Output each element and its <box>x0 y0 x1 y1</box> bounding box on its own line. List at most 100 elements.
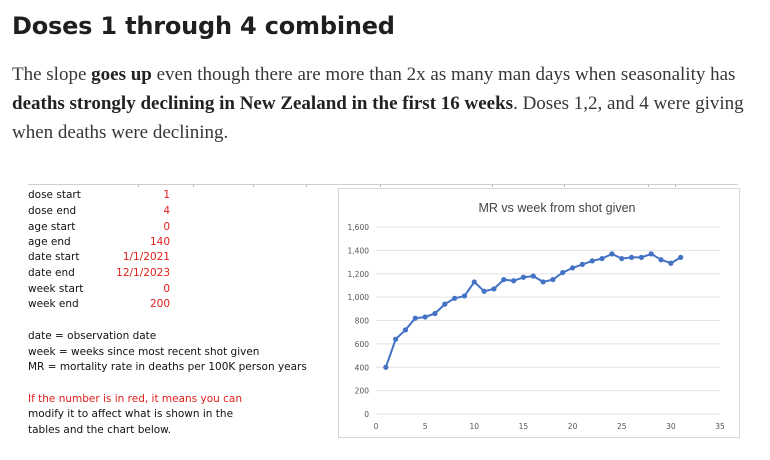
data-point <box>628 254 635 260</box>
y-tick-label: 800 <box>355 317 370 326</box>
param-value[interactable]: 0 <box>163 283 170 295</box>
data-point <box>609 251 615 257</box>
data-point <box>393 336 399 342</box>
data-point <box>658 257 664 263</box>
data-point <box>678 254 684 260</box>
data-point <box>648 251 654 257</box>
data-point <box>412 315 418 321</box>
x-tick-label: 25 <box>617 422 627 431</box>
y-tick-label: 400 <box>355 363 370 372</box>
chart-title: MR vs week from shot given <box>479 201 636 215</box>
x-tick-label: 15 <box>519 422 529 431</box>
para-text-3: . Doses 1,2, and 4 were giving when deat… <box>12 93 744 143</box>
column-tick <box>564 184 565 187</box>
param-row-week-start: week start 0 <box>28 283 178 299</box>
param-row-date-end: date end 12/1/2023 <box>28 267 178 283</box>
y-tick-label: 1,600 <box>348 223 370 232</box>
chart-canvas: MR vs week from shot given02004006008001… <box>348 201 725 431</box>
param-label: age start <box>28 221 76 233</box>
param-value[interactable]: 1/1/2021 <box>122 251 170 263</box>
y-tick-label: 0 <box>364 410 369 419</box>
data-point <box>550 276 556 283</box>
y-tick-label: 1,400 <box>348 246 370 255</box>
data-point <box>540 279 546 285</box>
param-label: date end <box>28 267 75 279</box>
param-value[interactable]: 200 <box>149 298 170 310</box>
param-label: dose end <box>28 205 77 217</box>
definition-week: week = weeks since most recent shot give… <box>28 346 260 358</box>
param-row-week-end: week end 200 <box>28 298 178 314</box>
x-tick-label: 5 <box>423 422 428 431</box>
y-tick-label: 200 <box>355 387 370 396</box>
data-point <box>579 261 585 267</box>
data-point <box>383 364 389 370</box>
definition-date: date = observation date <box>28 330 157 342</box>
section-heading: Doses 1 through 4 combined <box>12 12 395 40</box>
para-text-2: even though there are more than 2x as ma… <box>151 64 736 85</box>
column-tick <box>380 184 381 187</box>
column-tick <box>306 184 307 187</box>
column-tick <box>138 184 139 187</box>
data-point <box>452 295 458 301</box>
data-point <box>402 327 409 333</box>
param-row-age-start: age start 0 <box>28 221 178 237</box>
param-row-dose-start: dose start 1 <box>28 189 178 205</box>
data-point <box>530 273 536 279</box>
data-point <box>432 310 438 317</box>
definition-mr: MR = mortality rate in deaths per 100K p… <box>28 361 307 373</box>
param-value[interactable]: 12/1/2023 <box>116 267 170 279</box>
data-point <box>422 314 428 320</box>
intro-paragraph: The slope goes up even though there are … <box>12 60 752 147</box>
x-tick-label: 20 <box>568 422 578 431</box>
data-point <box>560 269 566 276</box>
x-tick-label: 10 <box>470 422 480 431</box>
column-tick <box>193 184 194 187</box>
data-point <box>491 286 497 292</box>
data-point <box>619 255 625 262</box>
column-tick <box>492 184 493 187</box>
param-label: week start <box>28 283 84 295</box>
y-tick-label: 600 <box>355 340 370 349</box>
x-tick-label: 35 <box>715 422 725 431</box>
y-tick-label: 1,200 <box>348 270 370 279</box>
param-row-dose-end: dose end 4 <box>28 205 178 221</box>
data-point <box>520 274 527 280</box>
param-value[interactable]: 140 <box>149 236 170 248</box>
para-text-1: The slope <box>12 64 92 85</box>
sheet-top-border <box>28 184 738 185</box>
data-point <box>589 258 595 264</box>
param-value[interactable]: 1 <box>163 189 170 201</box>
data-point <box>638 254 644 260</box>
column-tick <box>253 184 254 187</box>
param-label: week end <box>28 298 79 310</box>
red-note-line-1: If the number is in red, it means you ca… <box>28 393 242 405</box>
series-line <box>384 252 682 368</box>
para-bold-2: deaths strongly declining in New Zealand… <box>12 93 514 114</box>
data-point <box>481 288 487 294</box>
spreadsheet-image: dose start 1 dose end 4 age start 0 age … <box>28 184 748 440</box>
param-label: date start <box>28 251 80 263</box>
param-row-age-end: age end 140 <box>28 236 178 252</box>
data-point <box>501 276 507 283</box>
data-point <box>471 279 477 285</box>
column-tick <box>675 184 676 187</box>
data-point <box>442 301 448 307</box>
column-tick <box>648 184 649 187</box>
x-tick-label: 30 <box>666 422 676 431</box>
mr-chart: MR vs week from shot given 0 200 400 600 800 1… <box>338 188 740 438</box>
data-point <box>569 265 576 271</box>
x-tick-label: 0 <box>374 422 379 431</box>
data-point <box>599 255 605 262</box>
data-point <box>511 278 517 284</box>
param-label: dose start <box>28 189 81 201</box>
red-note-line-2: modify it to affect what is shown in the <box>28 408 234 420</box>
param-label: age end <box>28 236 71 248</box>
data-point <box>668 260 674 266</box>
param-value[interactable]: 0 <box>163 221 170 233</box>
data-point <box>461 293 468 299</box>
red-note-line-3: tables and the chart below. <box>28 424 172 436</box>
param-row-date-start: date start 1/1/2021 <box>28 251 178 267</box>
param-value[interactable]: 4 <box>163 205 170 217</box>
para-bold-1: goes up <box>91 64 152 85</box>
y-tick-label: 1,000 <box>348 293 370 302</box>
